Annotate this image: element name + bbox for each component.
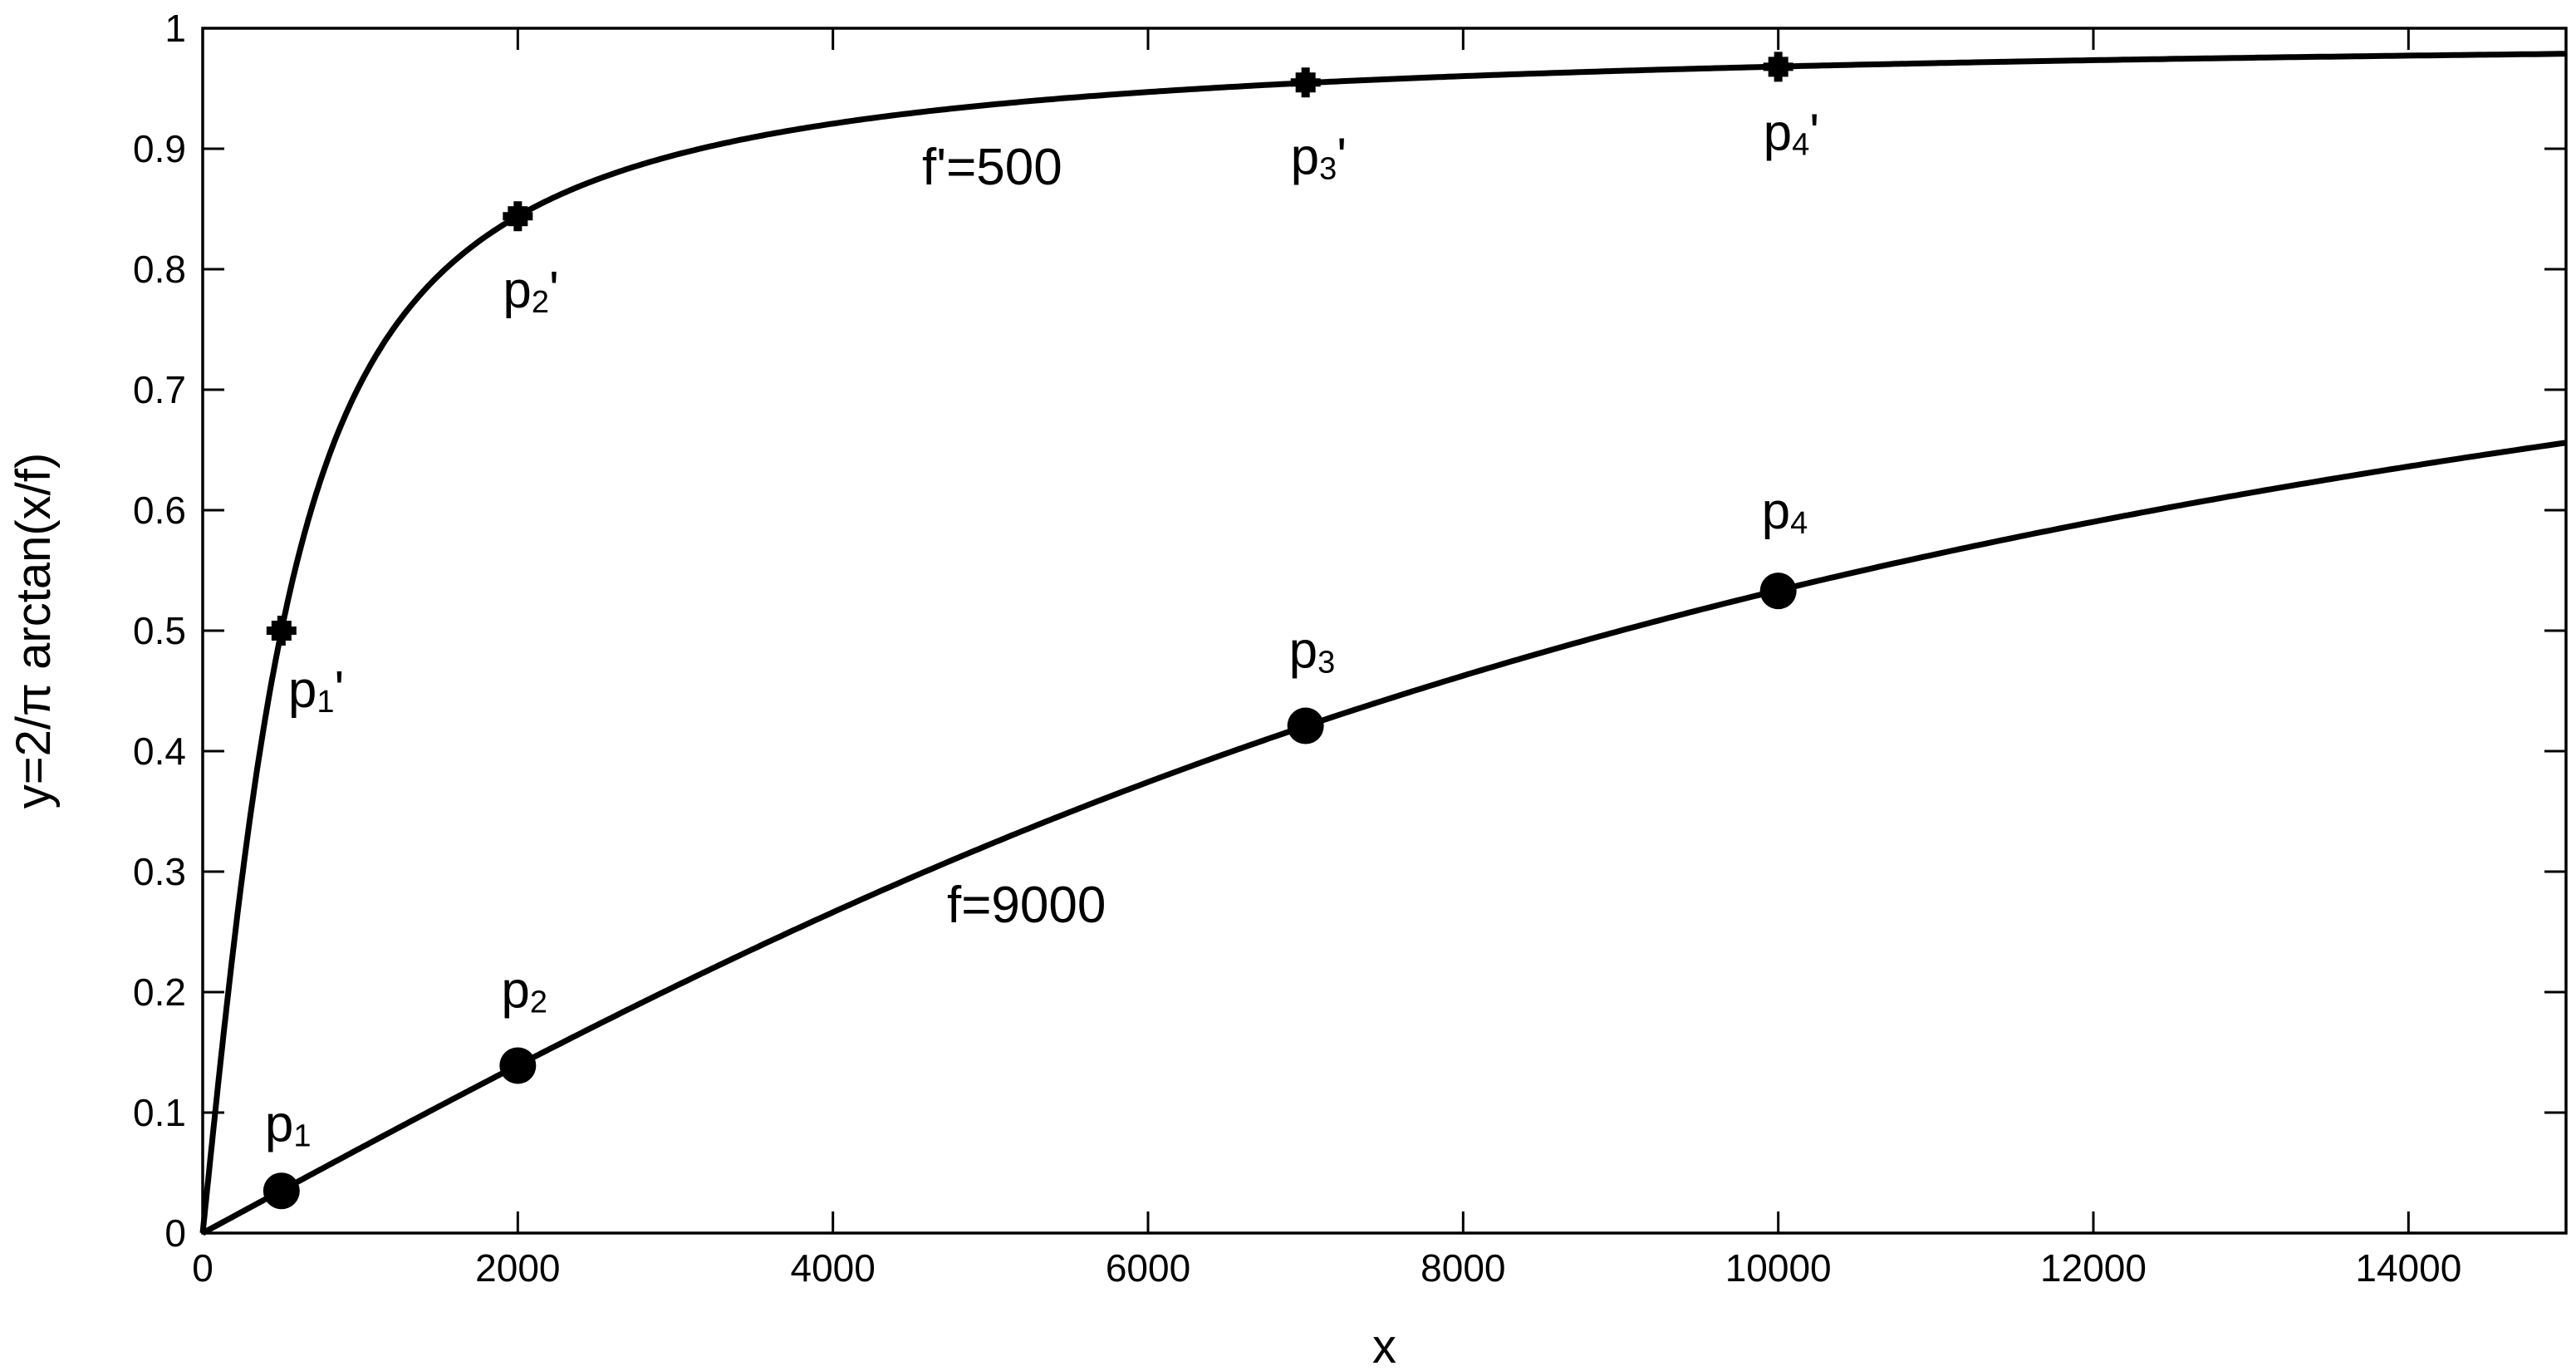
data-point xyxy=(1759,572,1797,610)
x-tick-label: 8000 xyxy=(1420,1246,1505,1290)
point-label: p1 xyxy=(265,1095,312,1153)
point-label: p3 xyxy=(1289,622,1336,681)
point-label: p2 xyxy=(501,961,547,1020)
data-point xyxy=(1763,52,1793,82)
x-tick-label: 0 xyxy=(192,1246,213,1290)
point-label: p2' xyxy=(503,262,558,320)
y-tick-label: 0.4 xyxy=(133,730,186,773)
y-tick-label: 0.6 xyxy=(133,489,186,532)
data-point xyxy=(263,1172,300,1210)
y-tick-label: 0.1 xyxy=(133,1091,186,1134)
data-point xyxy=(499,1047,537,1084)
y-tick-label: 1 xyxy=(164,7,186,50)
point-label: p1' xyxy=(288,661,344,720)
y-tick-label: 0.9 xyxy=(133,127,186,170)
x-tick-label: 10000 xyxy=(1725,1246,1832,1290)
series-line xyxy=(200,440,2567,1236)
labels: p1' p2' p3' p4' p1 p2 p3 p4 f'=500 f=9000 xyxy=(265,104,1819,1153)
y-tick-label: 0 xyxy=(164,1211,186,1255)
x-tick-label: 12000 xyxy=(2040,1246,2147,1290)
x-tick-label: 6000 xyxy=(1106,1246,1190,1290)
y-axis-title: y=2/π arctan(x/f) xyxy=(7,453,61,808)
curves xyxy=(199,51,2567,1236)
y-tick-label: 0.5 xyxy=(133,609,186,652)
x-tick-label: 14000 xyxy=(2355,1246,2461,1290)
series-line xyxy=(199,51,2566,1234)
data-point xyxy=(1290,67,1321,98)
data-point xyxy=(503,201,533,232)
point-label: p4 xyxy=(1762,483,1808,541)
data-point xyxy=(1287,707,1324,744)
y-tick-label: 0.7 xyxy=(133,368,186,411)
point-label: p4' xyxy=(1764,104,1819,162)
plot-frame xyxy=(201,27,2568,1235)
y-tick-label: 0.8 xyxy=(133,248,186,291)
markers xyxy=(263,52,1797,1210)
point-label: p3' xyxy=(1291,128,1347,186)
data-point xyxy=(266,616,297,646)
x-tick-label: 2000 xyxy=(475,1246,560,1290)
series-label: f=9000 xyxy=(947,877,1106,934)
y-tick-label: 0.3 xyxy=(133,850,186,893)
x-axis-title: x xyxy=(1372,1319,1396,1371)
series-label: f'=500 xyxy=(922,139,1062,196)
axes: 0 2000 4000 6000 8000 10000 12000 14000 0 0.1 0.2 0… xyxy=(133,7,2568,1290)
x-tick-label: 4000 xyxy=(790,1246,875,1290)
y-tick-label: 0.2 xyxy=(133,971,186,1014)
